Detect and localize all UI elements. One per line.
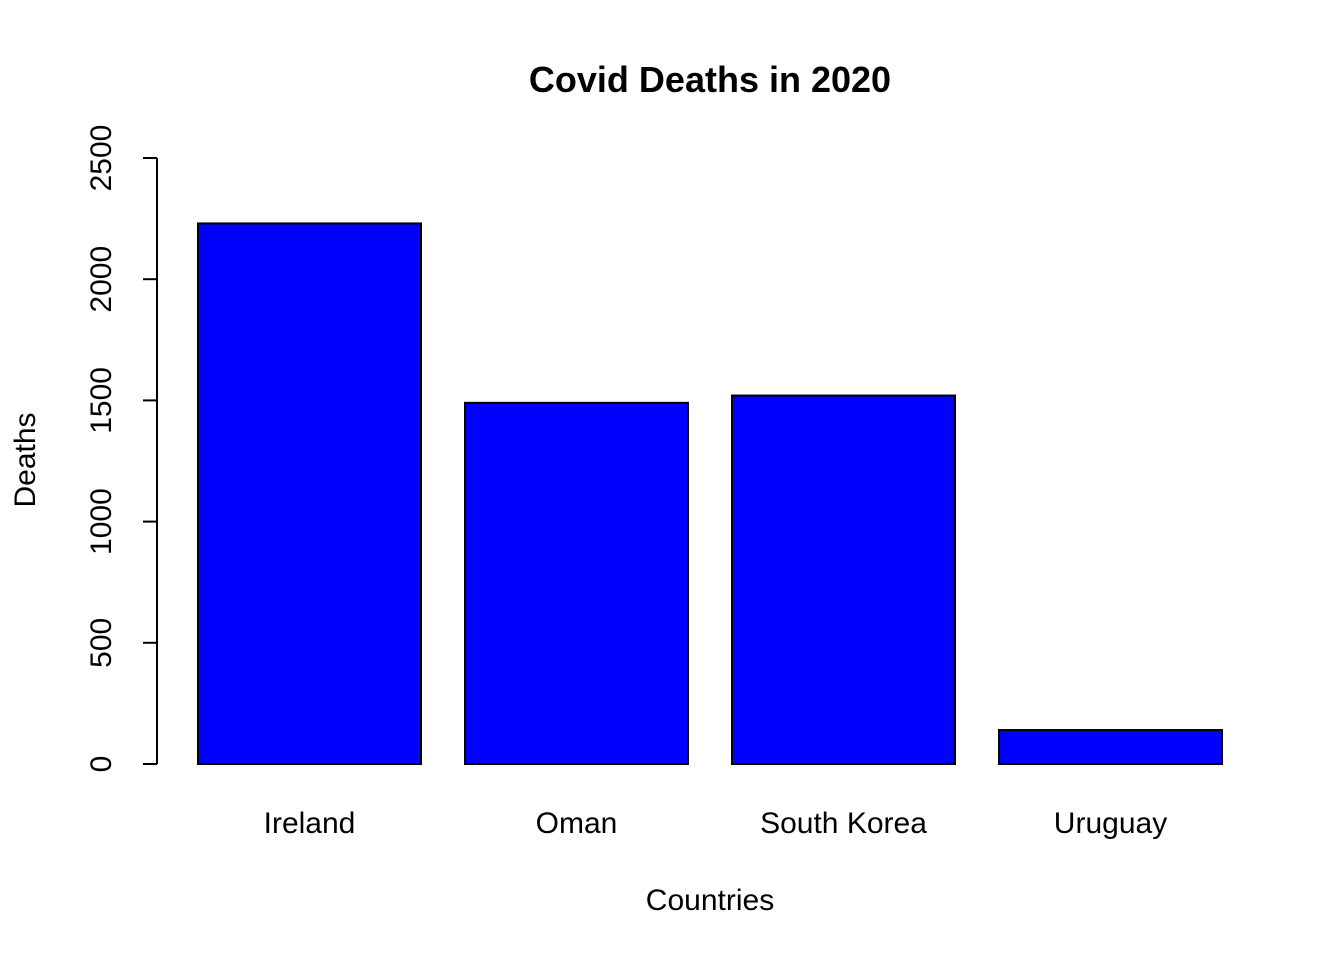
y-axis: 0 500 1000 1500 2000 2500	[85, 125, 158, 773]
bars-group	[197, 222, 1223, 766]
y-axis-label: Deaths	[9, 412, 42, 507]
bar-ireland	[197, 222, 422, 765]
x-tick-labels: Ireland Oman South Korea Uruguay	[264, 807, 1168, 840]
x-tick-label: Ireland	[264, 807, 356, 840]
y-tick-label: 1500	[85, 367, 118, 434]
x-tick-label: Uruguay	[1054, 807, 1167, 840]
y-tick-label: 2500	[85, 125, 118, 192]
bar-uruguay	[998, 729, 1223, 766]
y-tick-label: 2000	[85, 246, 118, 313]
bar-oman	[464, 401, 689, 765]
x-tick-label: Oman	[536, 807, 618, 840]
x-axis-label: Countries	[646, 884, 774, 917]
y-tick-label: 1000	[85, 488, 118, 555]
y-tick-label: 500	[85, 618, 118, 668]
bar-south-korea	[731, 394, 956, 765]
x-tick-label: South Korea	[760, 807, 927, 840]
chart-title: Covid Deaths in 2020	[529, 59, 891, 100]
y-tick-label: 0	[85, 756, 118, 773]
